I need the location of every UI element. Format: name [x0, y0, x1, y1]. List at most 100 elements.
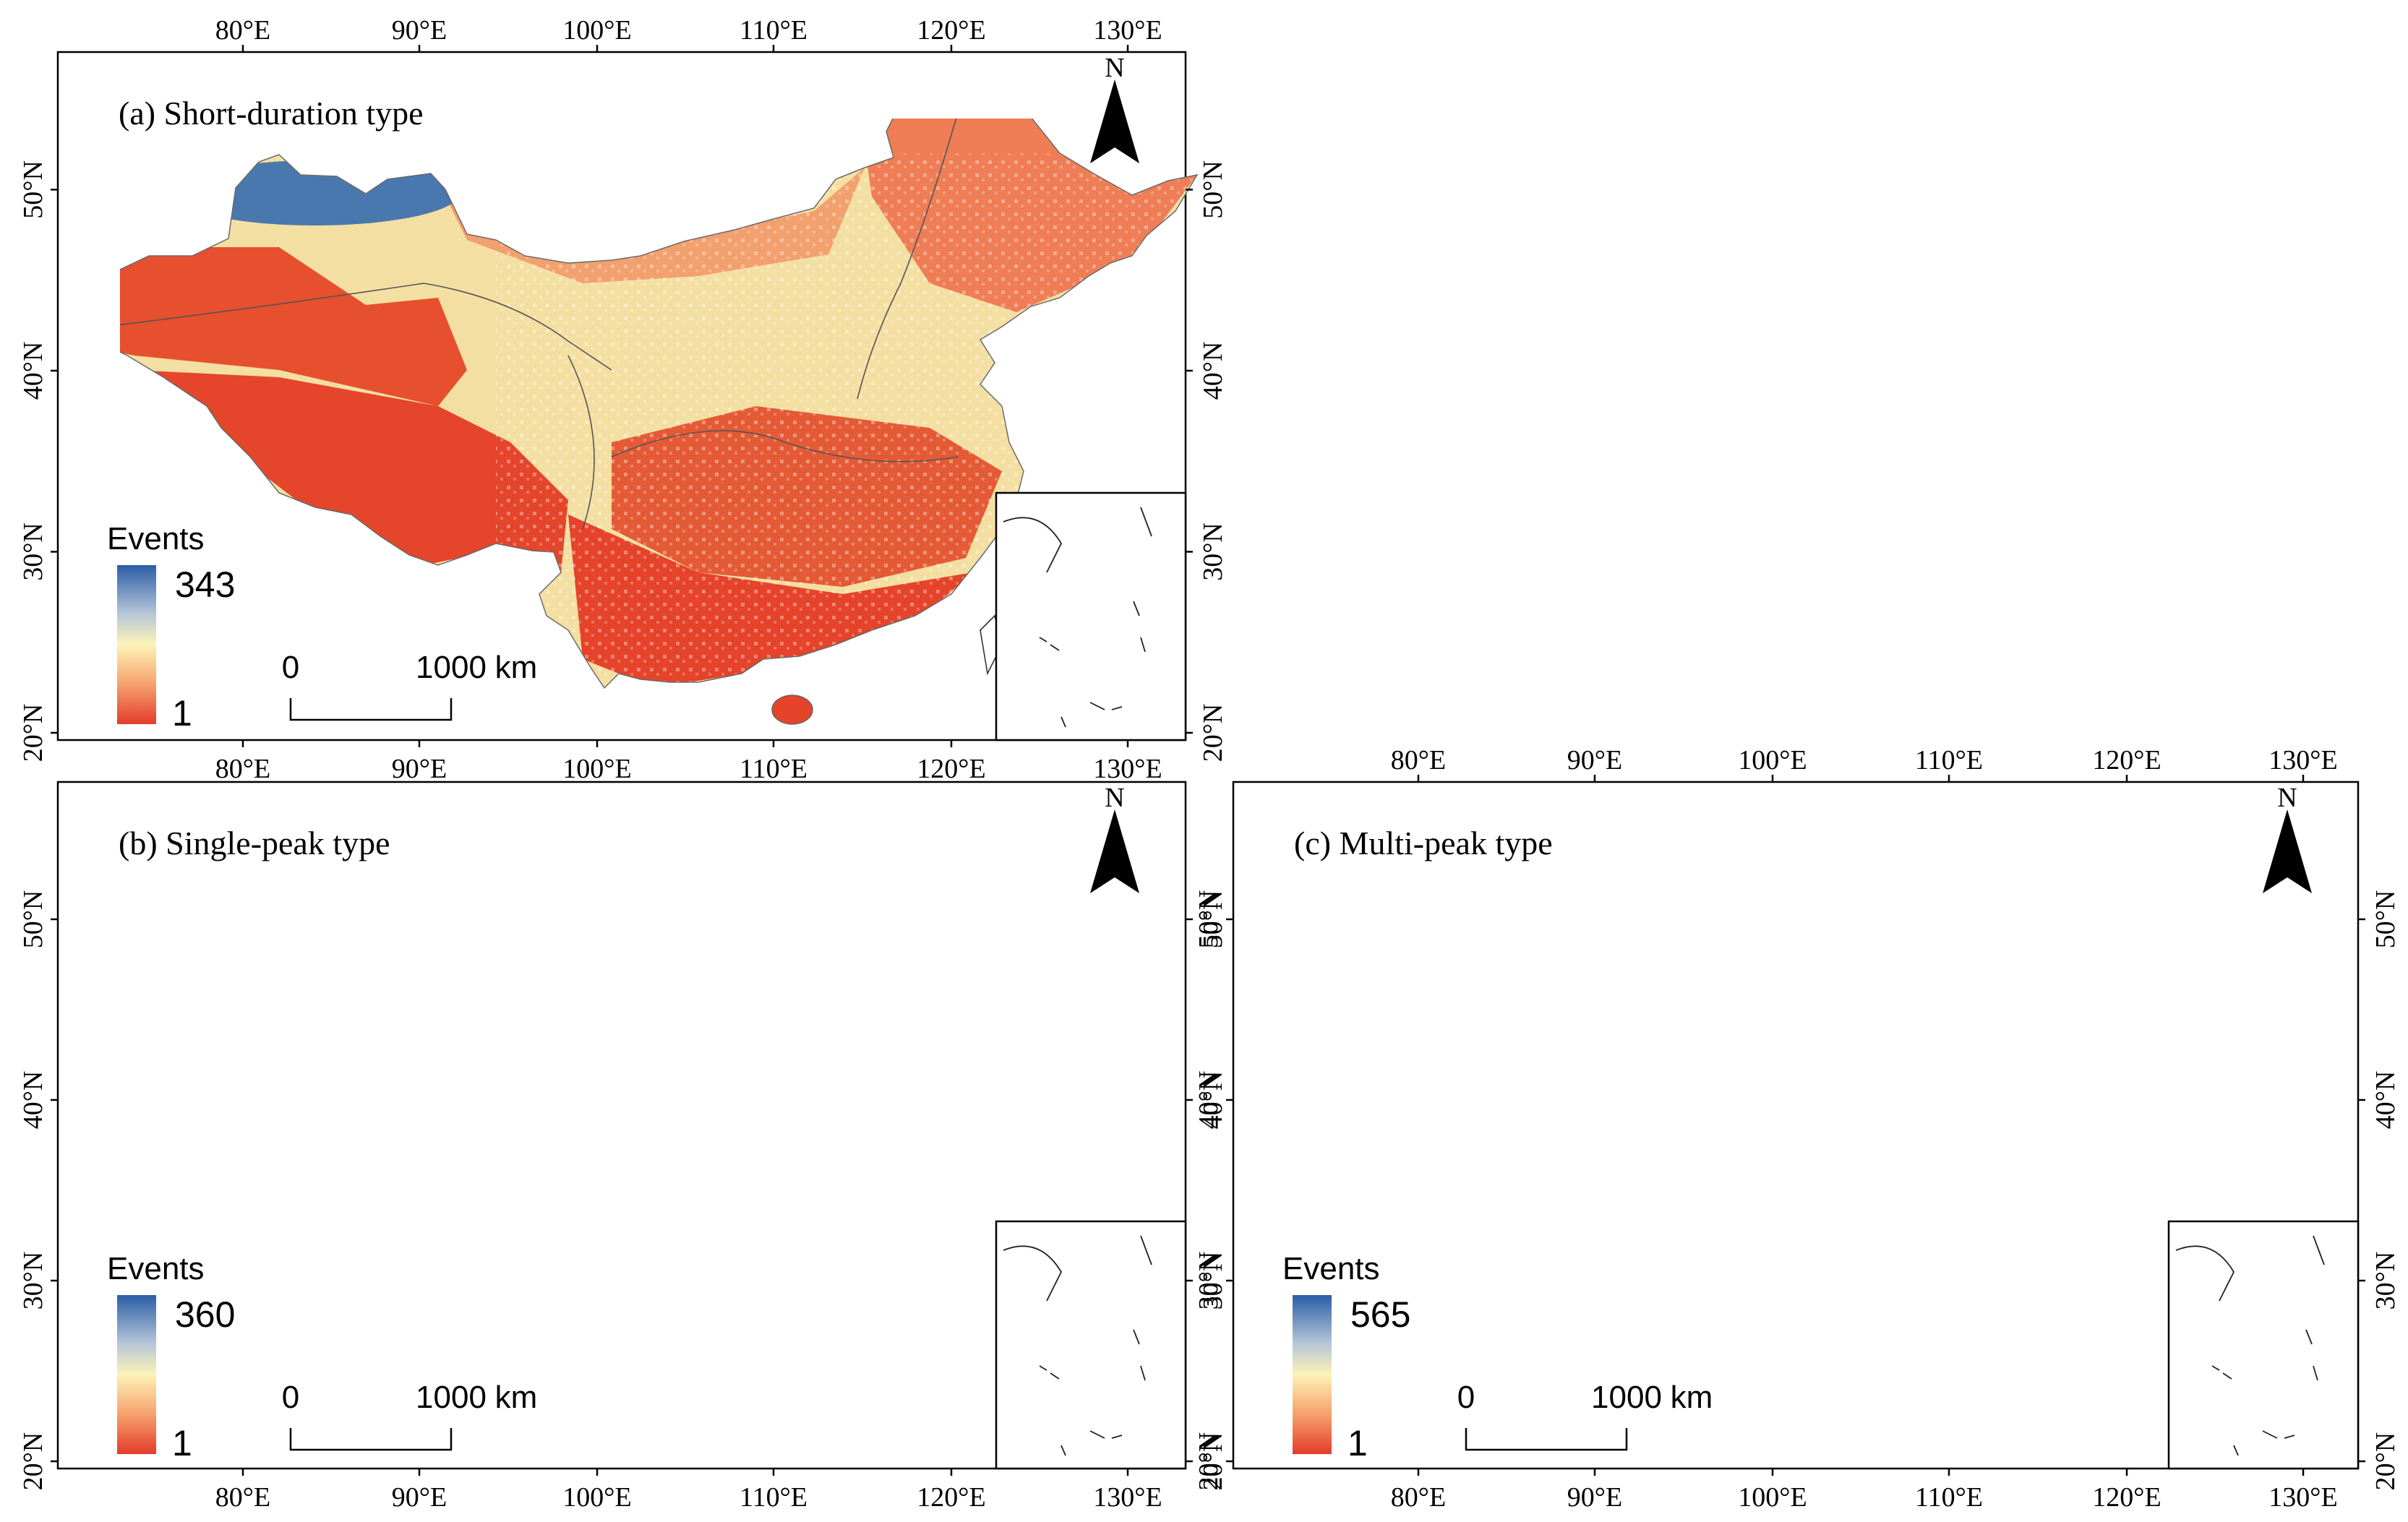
lat-label-right: 50°N: [1198, 890, 1228, 949]
lon-label-top: 100°E: [1738, 745, 1807, 775]
lon-label-bottom: 130°E: [1093, 1482, 1162, 1513]
south-china-sea-inset: [2167, 1220, 2360, 1470]
legend-title: Events: [107, 1251, 205, 1286]
lon-label-top: 80°E: [215, 15, 270, 46]
legend-title: Events: [107, 521, 205, 556]
south-china-sea-inset: [995, 1220, 1187, 1470]
lat-label-right: 20°N: [1198, 1432, 1228, 1491]
lon-label-top: 90°E: [1567, 745, 1622, 775]
lon-label-bottom: 120°E: [917, 1482, 985, 1513]
lon-label-top: 130°E: [2268, 745, 2337, 775]
lat-label-left: 30°N: [18, 523, 48, 581]
lon-label-bottom: 110°E: [740, 1482, 807, 1513]
lat-label-right: 30°N: [1198, 1252, 1228, 1310]
lon-label-bottom: 100°E: [562, 754, 631, 784]
lon-label-top: 80°E: [1391, 745, 1446, 775]
north-label: N: [1105, 53, 1124, 83]
north-arrow-icon: N: [2263, 783, 2312, 893]
scale-start: 0: [282, 650, 299, 685]
lon-label-top: 120°E: [917, 15, 985, 46]
lon-label-bottom: 120°E: [917, 754, 985, 784]
lat-label-left: 40°N: [18, 342, 48, 400]
axis-ticks: [51, 918, 1193, 1476]
south-china-sea-inset: [995, 491, 1187, 741]
lon-label-bottom: 90°E: [1567, 1482, 1622, 1513]
lat-label-right: 20°N: [2370, 1432, 2401, 1491]
lat-label-left: 20°N: [18, 1432, 48, 1491]
lat-label-right: 30°N: [2370, 1252, 2401, 1310]
map-panel-b: 80°E 90°E 100°E 110°E 120°E 130°E 50°N 40°N 30°N…: [18, 781, 1228, 1513]
scale-start: 0: [282, 1380, 299, 1415]
region-boundary: [857, 119, 957, 400]
legend-min: 1: [172, 1423, 192, 1463]
scale-bar: 0 1000 km: [282, 650, 538, 721]
lat-label-right: 30°N: [1198, 523, 1228, 581]
region-tibet: [134, 370, 568, 572]
lat-label-left: 30°N: [1194, 1252, 1224, 1310]
scale-bar: 0 1000 km: [282, 1380, 538, 1451]
lon-label-bottom: 110°E: [740, 754, 807, 784]
legend-max: 565: [1350, 1294, 1410, 1335]
legend-max: 343: [175, 564, 235, 605]
legend-max: 360: [175, 1294, 235, 1335]
lon-label-bottom: 80°E: [215, 1482, 270, 1513]
lon-label-bottom: 80°E: [1391, 1482, 1446, 1513]
axis-ticks: [51, 45, 1193, 747]
legend-min: 1: [1347, 1423, 1368, 1463]
lat-label-left: 50°N: [18, 890, 48, 949]
lon-label-bottom: 90°E: [392, 754, 447, 784]
legend: Events 360 1: [107, 1251, 235, 1463]
lat-label-left: 50°N: [18, 160, 48, 219]
scale-unit: km: [495, 1380, 538, 1415]
lon-label-bottom: 100°E: [562, 1482, 631, 1513]
lon-label-bottom: 80°E: [215, 754, 270, 784]
lon-label-top: 110°E: [1915, 745, 1983, 775]
lon-label-top: 100°E: [562, 15, 631, 46]
north-label: N: [1105, 783, 1124, 813]
legend-title: Events: [1282, 1251, 1380, 1286]
lat-label-right: 50°N: [1198, 160, 1228, 219]
lon-label-top: 110°E: [740, 15, 807, 46]
north-arrow-icon: N: [1090, 53, 1139, 163]
lat-label-left: 20°N: [1194, 1432, 1224, 1491]
scale-end: 1000: [416, 1380, 487, 1415]
lon-label-bottom: 110°E: [1915, 1482, 1983, 1513]
axis-ticks: [1226, 775, 2365, 1476]
lon-label-bottom: 90°E: [392, 1482, 447, 1513]
lat-label-left: 40°N: [18, 1071, 48, 1130]
map-panel-c: 80°E 90°E 100°E 110°E 120°E 130°E 80°E 90°E 100°…: [1194, 745, 2401, 1513]
scale-unit: km: [495, 650, 538, 685]
lat-label-right: 50°N: [2370, 890, 2401, 949]
lon-label-bottom: 130°E: [1093, 754, 1162, 784]
scale-end: 1000: [416, 650, 487, 685]
region-west: [120, 247, 467, 406]
lon-label-bottom: 100°E: [1738, 1482, 1807, 1513]
lon-label-top: 90°E: [392, 15, 447, 46]
region-boundary: [120, 283, 612, 371]
lat-label-left: 50°N: [1194, 890, 1224, 949]
panel-title: (c) Multi-peak type: [1294, 825, 1553, 861]
lon-label-top: 130°E: [1093, 15, 1162, 46]
lat-label-right: 40°N: [1198, 1071, 1228, 1130]
colorbar: [1293, 1295, 1332, 1454]
lat-label-right: 40°N: [2370, 1071, 2401, 1130]
scale-end: 1000: [1591, 1380, 1662, 1415]
panel-frame: [1232, 781, 2360, 1470]
panel-title: (a) Short-duration type: [119, 95, 424, 132]
colorbar: [117, 1295, 156, 1454]
legend: Events 565 1: [1282, 1251, 1410, 1463]
scale-bar: 0 1000 km: [1457, 1380, 1713, 1451]
region-boundary: [567, 355, 959, 530]
lat-label-right: 20°N: [1198, 704, 1228, 762]
map-panel-a: 80°E 90°E 100°E 110°E 120°E 130°E 80°E 90°E 100°…: [18, 15, 1228, 784]
hainan-island: [771, 695, 813, 725]
china-outline: [120, 119, 1199, 689]
lon-label-top: 120°E: [2092, 745, 2161, 775]
north-arrow-icon: N: [1090, 783, 1139, 893]
north-label: N: [2277, 783, 2297, 813]
lon-label-bottom: 130°E: [2268, 1482, 2337, 1513]
lat-label-left: 40°N: [1194, 1071, 1224, 1130]
scale-start: 0: [1457, 1380, 1475, 1415]
lat-label-left: 30°N: [18, 1252, 48, 1310]
